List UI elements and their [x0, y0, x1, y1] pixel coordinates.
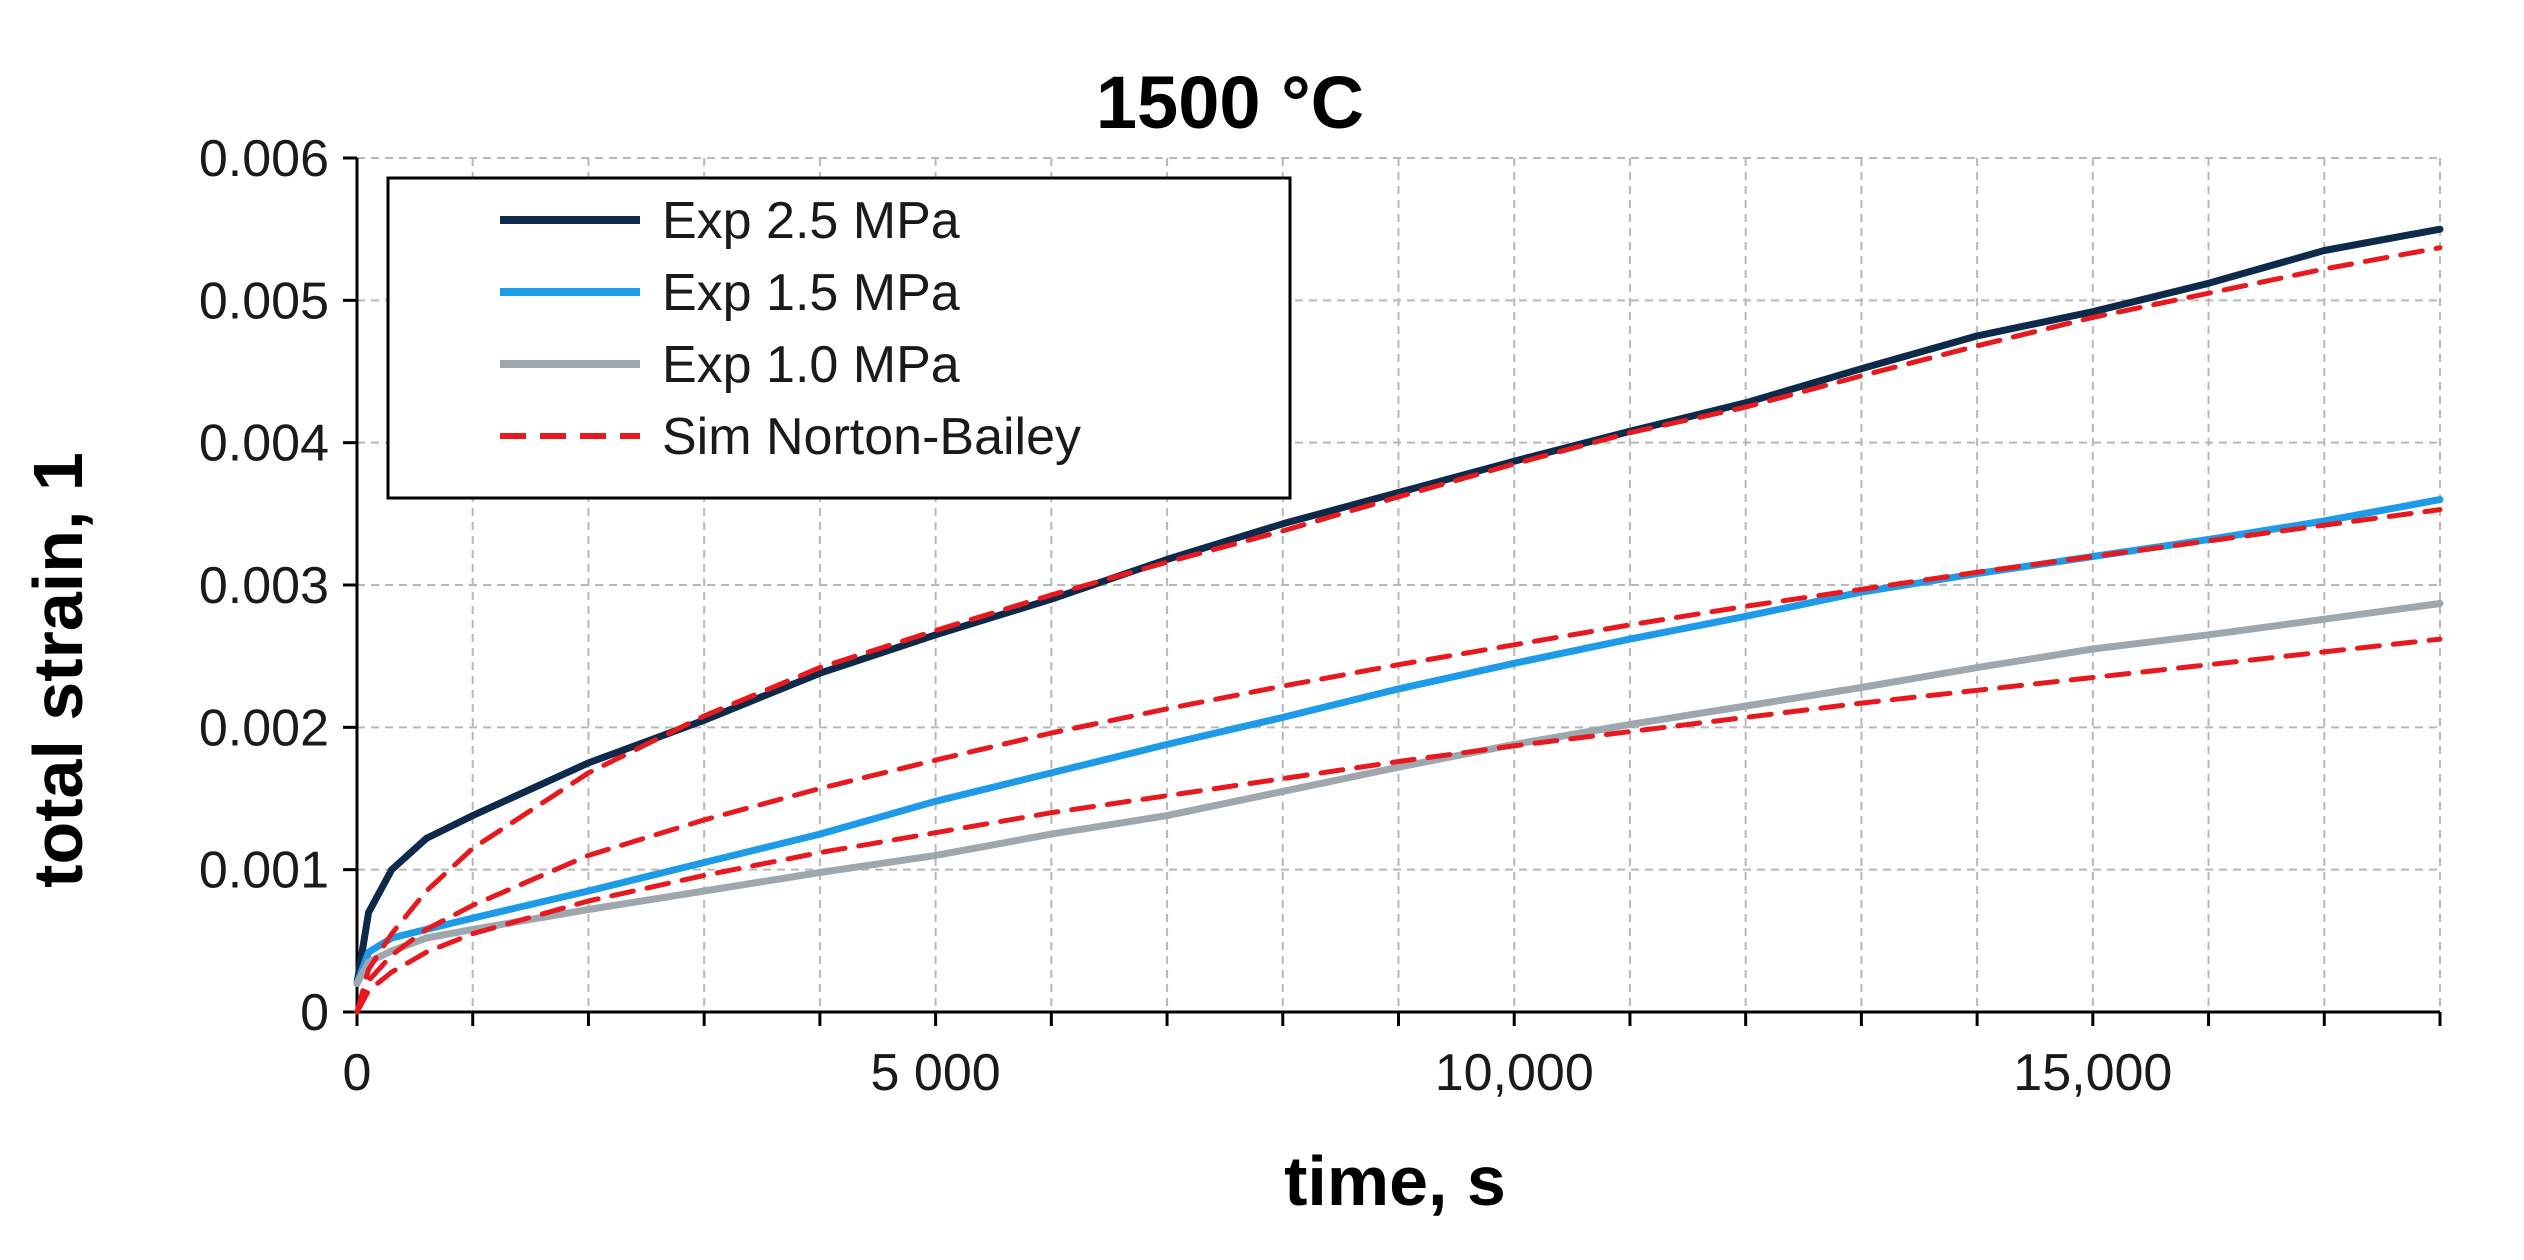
legend-box [386, 176, 1292, 500]
series-line-exp-1-5-mpa [353, 496, 2444, 987]
y-tick-label: 0.006 [199, 130, 329, 188]
series-line-sim-norton-bailey-1-5-mpa [354, 507, 2443, 1015]
y-tick-label: 0.001 [199, 842, 329, 900]
legend-label: Exp 1.5 MPa [662, 264, 960, 322]
series-line-exp-1-0-mpa [353, 600, 2444, 987]
series-line-exp-2-5-mpa [353, 225, 2444, 987]
data-series [353, 225, 2444, 1015]
y-tick-label: 0.004 [199, 415, 329, 473]
chart-title: 1500 °C [1096, 61, 1364, 144]
grid-lines [357, 157, 2441, 1012]
series-line-sim-norton-bailey-1-0-mpa [354, 636, 2443, 1015]
y-tick-label: 0.005 [199, 272, 329, 330]
y-axis-title: total strain, 1 [19, 452, 97, 888]
y-tick-label: 0 [300, 984, 329, 1042]
series-line-sim-norton-bailey [354, 245, 2443, 1015]
legend-label: Exp 1.0 MPa [662, 336, 960, 394]
axes [343, 156, 2442, 1026]
x-tick-label: 15,000 [2013, 1044, 2172, 1102]
x-tick-label: 0 [343, 1044, 372, 1102]
legend-label: Sim Norton-Bailey [662, 408, 1081, 466]
y-tick-label: 0.003 [199, 557, 329, 615]
legend-label: Exp 2.5 MPa [662, 192, 960, 250]
x-axis-title: time, s [1284, 1142, 1506, 1220]
y-tick-label: 0.002 [199, 699, 329, 757]
x-tick-label: 10,000 [1435, 1044, 1594, 1102]
tick-labels: 0 0.001 0.002 0.003 0.004 0.005 0.006 0 5 000 10,… [199, 130, 2172, 1102]
legend: Exp 2.5 MPa Exp 1.5 MPa Exp 1.0 MPa Sim Nor… [386, 176, 1292, 500]
x-tick-label: 5 000 [871, 1044, 1001, 1102]
